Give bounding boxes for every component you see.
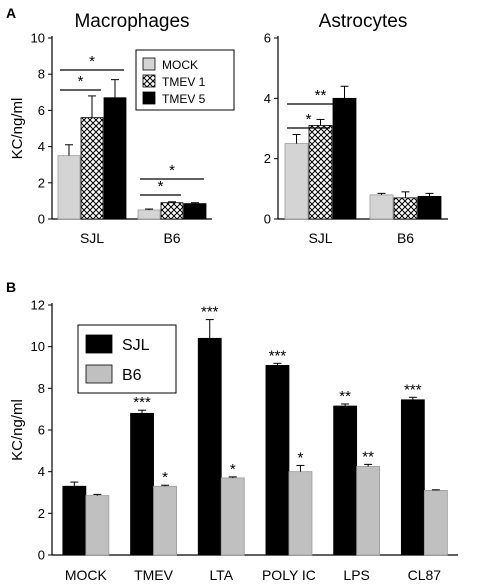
significance-stars: *	[298, 449, 304, 466]
bar-b6	[220, 477, 245, 556]
significance-stars: *	[89, 53, 95, 70]
significance-stars: ***	[201, 304, 219, 321]
y-tick-label: 0	[264, 212, 271, 227]
legend-label: SJL	[122, 337, 150, 354]
y-tick-label: 10	[31, 31, 45, 46]
significance-stars: *	[306, 111, 312, 128]
significance-stars: ***	[404, 381, 422, 398]
y-tick-label: 6	[38, 423, 45, 438]
category-label: MOCK	[65, 567, 108, 583]
y-tick-label: 8	[38, 381, 45, 396]
y-axis-label: KC/ng/ml	[9, 399, 26, 461]
y-tick-label: 2	[38, 506, 45, 521]
y-tick-label: 4	[264, 91, 271, 106]
chart-title: Astrocytes	[319, 11, 408, 32]
legend-swatch	[85, 364, 113, 384]
bar-tmev-5	[183, 203, 207, 220]
y-tick-label: 6	[38, 103, 45, 118]
category-label: SJL	[308, 230, 332, 246]
bar-b6	[153, 485, 177, 556]
y-tick-label: 10	[31, 339, 45, 354]
significance-stars: *	[169, 162, 175, 179]
significance-stars: ***	[269, 347, 287, 364]
category-label: POLY IC	[262, 567, 316, 583]
macrophages-chart: Macrophages KC/ng/ml 0 2 4 6 8 10 SJL B6 * * * * MOCK T…	[9, 11, 235, 246]
y-tick-label: 8	[38, 67, 45, 82]
bar-b6	[423, 490, 448, 556]
legend-label: TMEV 5	[162, 92, 206, 106]
bar-tmev-1	[80, 117, 104, 220]
legend-label: MOCK	[162, 58, 198, 72]
panel-label-a: A	[6, 5, 16, 21]
y-axis-label: KC/ng/ml	[9, 98, 26, 160]
bar-mock	[57, 155, 81, 220]
bar-mock	[137, 209, 161, 220]
astrocytes-chart: Astrocytes 0 2 4 6 SJL B6 ***	[264, 11, 448, 246]
legend-swatch	[142, 74, 156, 88]
bar-tmev-1	[393, 197, 418, 220]
category-label: B6	[397, 230, 414, 246]
bar-sjl	[333, 405, 358, 556]
category-label: CL87	[408, 567, 442, 583]
category-label: B6	[163, 230, 180, 246]
significance-stars: ***	[133, 394, 151, 411]
bar-tmev-5	[103, 97, 127, 220]
y-tick-label: 2	[38, 175, 45, 190]
y-tick-label: 2	[264, 151, 271, 166]
bar-b6	[85, 495, 110, 556]
significance-stars: *	[162, 469, 168, 486]
bar-b6	[288, 471, 313, 556]
y-tick-label: 0	[38, 548, 45, 563]
significance-stars: *	[158, 178, 164, 195]
bar-tmev-5	[417, 195, 442, 220]
legend-label: B6	[122, 367, 142, 384]
bar-sjl	[130, 412, 154, 556]
bar-tmev-1	[160, 202, 184, 220]
category-label: SJL	[80, 230, 104, 246]
bar-sjl	[400, 399, 425, 556]
y-tick-label: 0	[38, 212, 45, 227]
significance-stars: **	[339, 388, 351, 405]
bar-b6	[356, 466, 381, 556]
y-tick-label: 6	[264, 31, 271, 46]
legend-label: TMEV 1	[162, 75, 206, 89]
bar-mock	[284, 143, 309, 220]
significance-stars: **	[362, 448, 374, 465]
panel-label-b: B	[6, 279, 16, 295]
bar-tmev-5	[332, 97, 357, 220]
bar-sjl	[265, 365, 290, 556]
legend-swatch	[142, 91, 156, 105]
y-tick-label: 4	[38, 464, 45, 479]
significance-stars: **	[315, 87, 327, 104]
bar-sjl	[62, 485, 87, 556]
bar-sjl	[197, 337, 222, 556]
significance-stars: *	[78, 73, 84, 90]
category-label: LTA	[209, 567, 233, 583]
bar-tmev-1	[308, 125, 333, 220]
y-tick-label: 12	[31, 298, 45, 313]
legend-swatch	[142, 57, 156, 71]
legend-swatch	[85, 334, 113, 354]
bar-mock	[369, 194, 394, 220]
y-tick-label: 4	[38, 139, 45, 154]
chart-title: Macrophages	[74, 11, 189, 32]
category-label: LPS	[343, 567, 369, 583]
significance-stars: *	[230, 461, 236, 478]
category-label: TMEV	[134, 567, 174, 583]
